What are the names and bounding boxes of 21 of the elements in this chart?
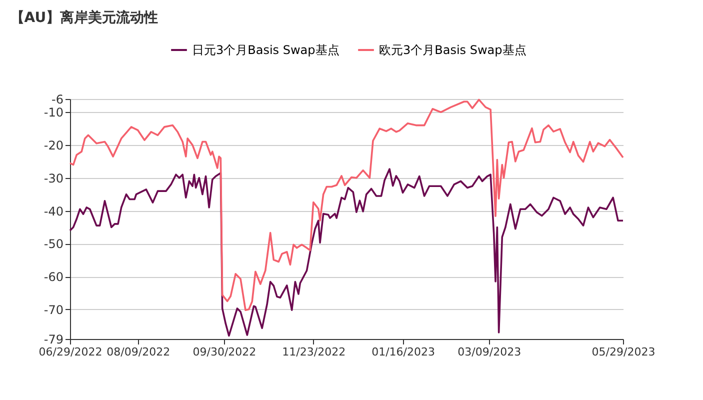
y-tick-label: -79 bbox=[44, 332, 64, 346]
x-tick-label: 09/30/2022 bbox=[192, 346, 256, 358]
x-tick-label: 01/16/2023 bbox=[372, 346, 435, 358]
legend-label: 日元3个月Basis Swap基点 bbox=[192, 43, 340, 57]
y-tick-label: -6 bbox=[52, 92, 64, 106]
x-tick-label: 06/29/2022 bbox=[38, 346, 102, 358]
y-tick-label: -70 bbox=[44, 302, 64, 317]
x-tick-label: 08/09/2022 bbox=[106, 346, 170, 358]
y-tick-label: -50 bbox=[44, 237, 64, 252]
x-tick-label: 05/29/2023 bbox=[592, 346, 656, 358]
y-tick-label: -40 bbox=[44, 204, 64, 218]
line-series bbox=[69, 168, 624, 337]
x-tick-label: 03/09/2023 bbox=[458, 346, 522, 358]
y-tick-label: -20 bbox=[44, 138, 64, 153]
x-tick-label: 11/23/2022 bbox=[282, 346, 346, 358]
y-tick-label: -10 bbox=[44, 106, 64, 120]
y-tick-label: -60 bbox=[44, 270, 64, 284]
legend-label: 欧元3个月Basis Swap基点 bbox=[379, 43, 526, 57]
chart-title: 【AU】离岸美元流动性 bbox=[10, 9, 158, 26]
line-series bbox=[69, 98, 624, 311]
y-tick-label: -30 bbox=[44, 171, 64, 186]
